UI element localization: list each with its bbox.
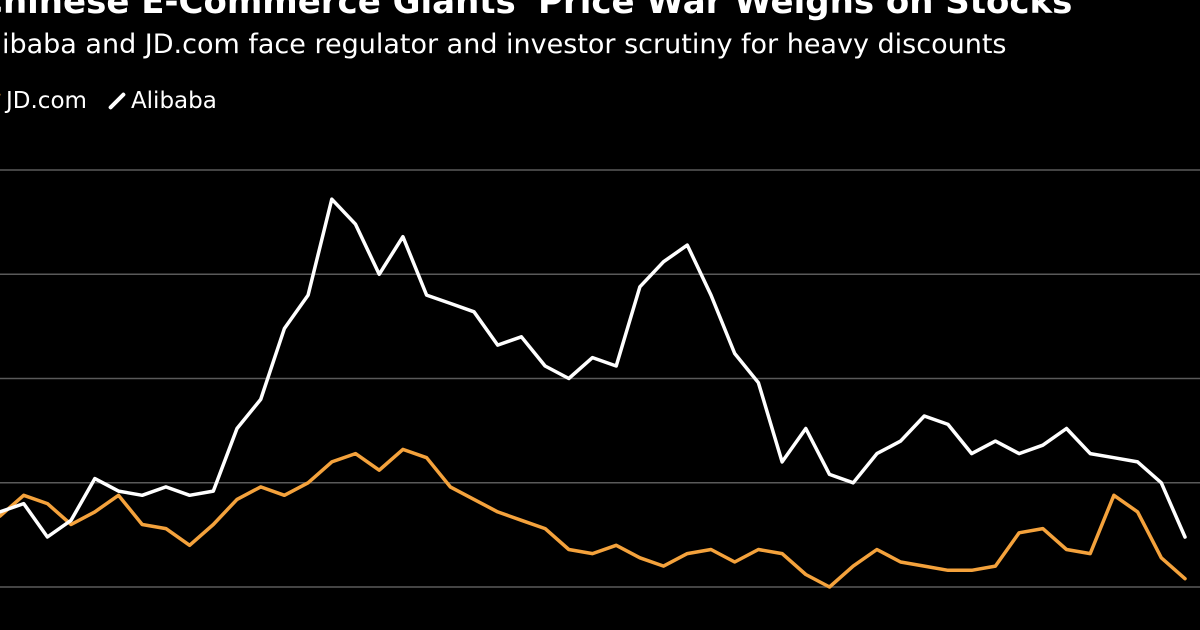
legend-item-jd: JD.com [0, 88, 87, 114]
chart-series [0, 197, 1187, 589]
chart-subtitle: Alibaba and JD.com face regulator and in… [0, 29, 1007, 60]
chart-title: Chinese E-Commerce Giants' Price War Wei… [0, 0, 1073, 22]
legend-label-jd: JD.com [6, 88, 87, 114]
chart-legend: JD.com Alibaba [0, 86, 245, 116]
series-line-jd [0, 447, 1187, 589]
chart-gridlines [0, 169, 1200, 588]
legend-label-alibaba: Alibaba [130, 88, 217, 114]
series-line-alibaba [0, 197, 1187, 539]
legend-item-alibaba: Alibaba [107, 88, 217, 114]
